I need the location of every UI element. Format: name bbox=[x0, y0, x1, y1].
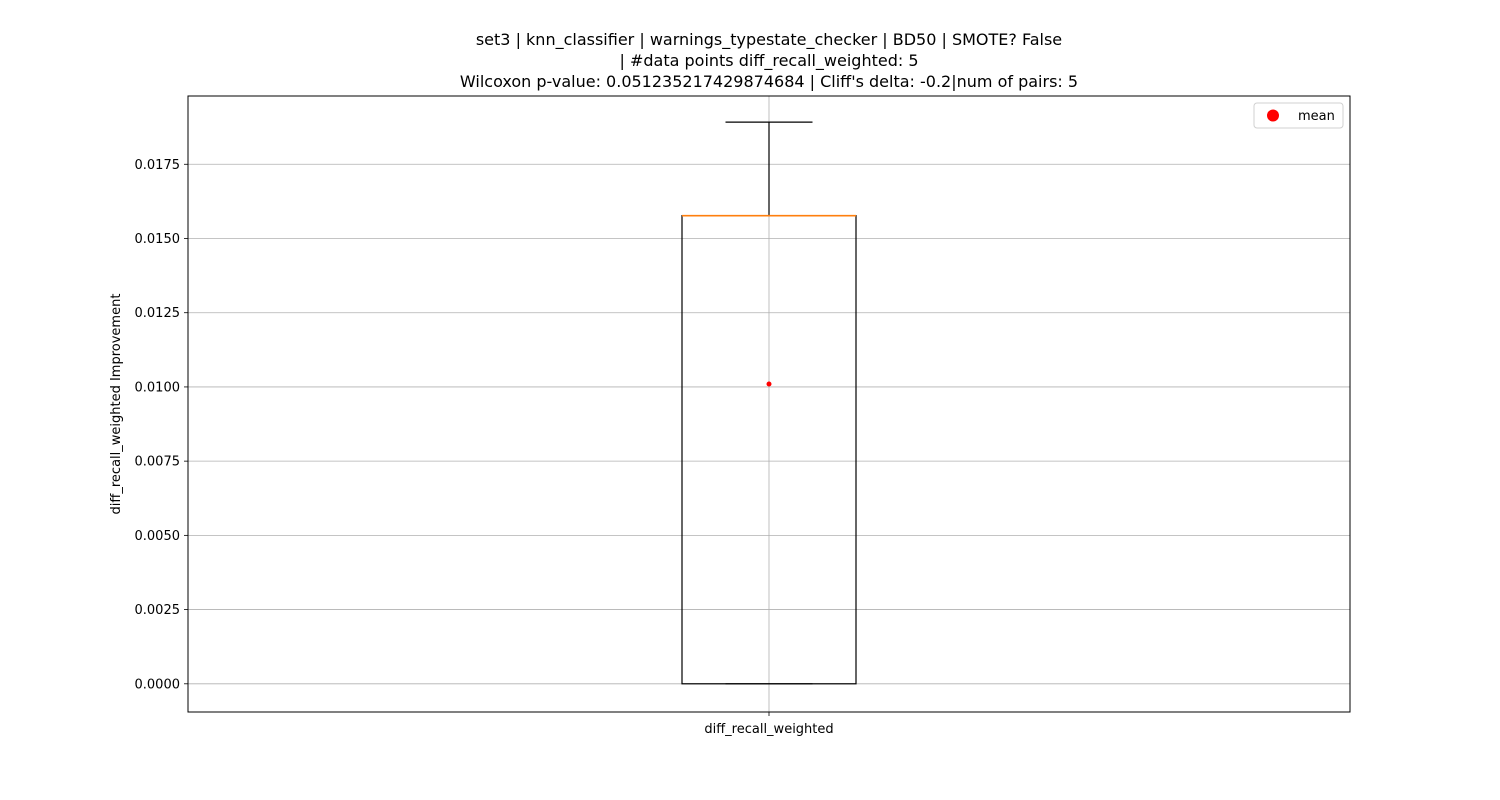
x-tick-label: diff_recall_weighted bbox=[704, 722, 833, 737]
y-tick-label: 0.0025 bbox=[135, 603, 181, 618]
y-tick-label: 0.0150 bbox=[135, 232, 181, 247]
mean-marker bbox=[766, 381, 772, 387]
y-tick-label: 0.0050 bbox=[135, 529, 181, 544]
legend-mean-marker bbox=[1267, 109, 1279, 122]
y-tick-label: 0.0125 bbox=[135, 306, 181, 321]
legend-label-mean: mean bbox=[1298, 109, 1335, 124]
chart-title-line-1: set3 | knn_classifier | warnings_typesta… bbox=[475, 30, 1063, 49]
legend-box bbox=[1253, 102, 1344, 129]
y-tick-label: 0.0075 bbox=[135, 455, 181, 470]
y-tick-label: 0.0000 bbox=[135, 677, 181, 692]
y-axis-label: diff_recall_weighted Improvement bbox=[109, 294, 124, 515]
y-tick-label: 0.0100 bbox=[135, 380, 181, 395]
y-tick-label: 0.0175 bbox=[135, 158, 181, 173]
chart-title-line-2: | #data points diff_recall_weighted: 5 bbox=[619, 51, 919, 70]
chart-title-line-3: Wilcoxon p-value: 0.051235217429874684 |… bbox=[459, 72, 1079, 91]
